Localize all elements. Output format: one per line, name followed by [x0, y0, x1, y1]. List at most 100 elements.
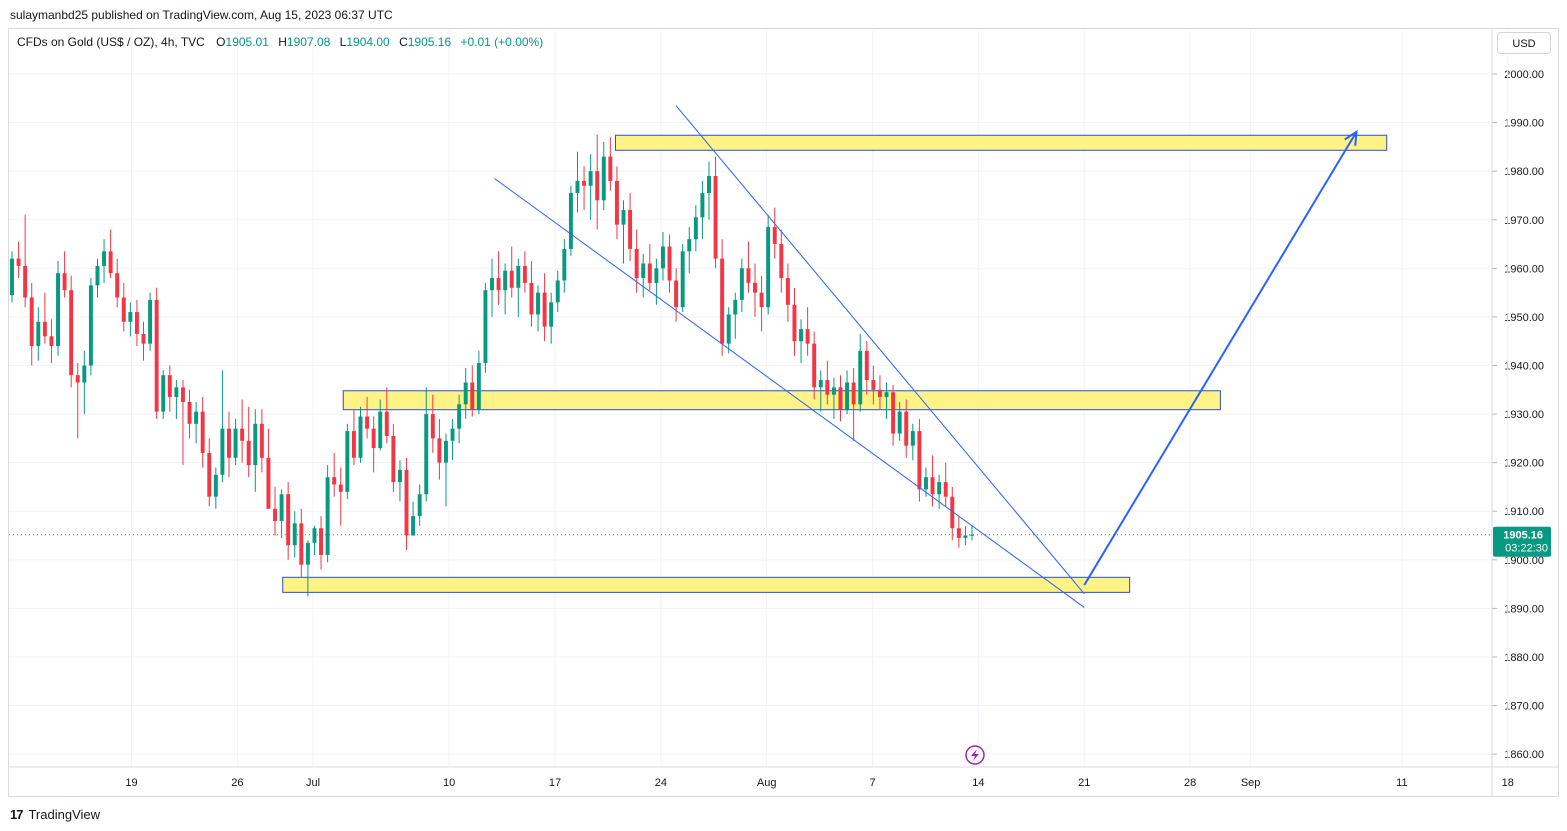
candle-body [536, 292, 540, 315]
candle-body [299, 523, 304, 565]
candle-body [641, 263, 646, 279]
lightning-icon[interactable] [965, 745, 985, 765]
x-tick-label: 21 [1078, 777, 1090, 789]
candle-body [134, 312, 139, 334]
candle-body [102, 251, 107, 266]
candle-body [161, 375, 166, 412]
y-tick-label: 1940.00 [1504, 361, 1544, 373]
currency-button[interactable]: USD [1497, 32, 1551, 54]
y-tick-label: 1920.00 [1504, 458, 1544, 470]
candle-body [785, 278, 790, 305]
close-label: C [399, 35, 408, 49]
trendline [675, 105, 1085, 595]
candle-body [628, 210, 633, 249]
low-value: 1904.00 [346, 35, 390, 49]
candle-body [194, 411, 199, 424]
candle-body [69, 290, 74, 376]
projection-arrow-line [1083, 131, 1358, 586]
candle-body [818, 380, 823, 388]
candle-body [812, 343, 817, 388]
candle-body [582, 180, 587, 186]
candle-body [384, 411, 389, 436]
candle-body [240, 428, 245, 441]
tradingview-logo-icon[interactable]: 17 [10, 806, 24, 822]
candle-body [753, 282, 757, 293]
candle-body [930, 477, 935, 495]
candle-body [141, 333, 146, 344]
candle-body [227, 428, 231, 458]
y-tick-label: 1970.00 [1504, 215, 1544, 227]
y-tick-label: 1870.00 [1504, 701, 1544, 713]
candle-body [23, 265, 28, 298]
candle-body [378, 411, 383, 449]
tradingview-brand[interactable]: TradingView [28, 806, 101, 822]
candle-body [693, 217, 698, 240]
candle-body [601, 156, 606, 201]
candle-body [490, 278, 494, 291]
candle-body [897, 411, 902, 434]
candle-body [279, 494, 284, 521]
last-price-label: 1905.16 [1503, 530, 1543, 542]
last-price-label-bg [1493, 526, 1551, 557]
candle-body [831, 387, 836, 395]
candle-body [674, 280, 679, 308]
x-tick-label: Sep [1241, 777, 1261, 789]
candle-body [825, 380, 830, 395]
candle-body [457, 404, 462, 429]
candle-body [970, 534, 974, 536]
symbol-name[interactable]: CFDs on Gold (US$ / OZ), 4h, TVC [17, 35, 205, 49]
x-tick-label: 7 [869, 777, 875, 789]
candle-body [509, 270, 514, 288]
candle-body [851, 382, 856, 405]
countdown-label: 03:22:30 [1505, 543, 1548, 555]
candle-body [766, 227, 771, 308]
candle-body [522, 265, 527, 283]
high-value: 1907.08 [286, 35, 331, 49]
candle-body [338, 484, 343, 492]
low-label: L [339, 35, 347, 49]
candle-body [180, 387, 185, 402]
candle-body [529, 282, 534, 315]
candle-body [371, 428, 376, 449]
candle-body [943, 482, 948, 497]
candle-body [200, 411, 205, 453]
candle-body [345, 431, 350, 492]
candle-body [95, 265, 100, 286]
x-tick-label: 14 [972, 777, 984, 789]
candle-body [220, 428, 225, 475]
candle-body [391, 435, 396, 483]
candle-body [864, 350, 869, 381]
candle-body [917, 431, 922, 490]
footer: 17 TradingView [10, 804, 100, 824]
y-tick-label: 1950.00 [1504, 312, 1544, 324]
candle-body [312, 528, 317, 543]
candle-body [187, 401, 192, 424]
candle-body [42, 321, 47, 337]
candle-body [799, 329, 804, 342]
candle-body [575, 180, 580, 194]
open-label: O [216, 35, 226, 49]
y-tick-label: 1890.00 [1504, 603, 1544, 615]
candle-body [746, 268, 751, 283]
candle-body [845, 382, 850, 410]
candle-body [707, 176, 711, 194]
candle-body [779, 244, 784, 279]
candle-body [700, 193, 705, 218]
candle-body [634, 248, 639, 279]
candle-body [660, 246, 665, 269]
candle-body [437, 438, 442, 463]
candle-body [148, 299, 153, 344]
candle-body [397, 469, 402, 483]
candle-body [286, 494, 291, 546]
candle-body [115, 273, 120, 298]
candle-body [10, 258, 14, 296]
candle-body [325, 477, 330, 555]
candle-body [963, 535, 968, 538]
candle-body [351, 431, 356, 458]
candle-body [305, 542, 310, 565]
candle-body [792, 304, 797, 342]
x-tick-label: 28 [1184, 777, 1196, 789]
candle-body [36, 321, 41, 347]
x-tick-label: 26 [231, 777, 243, 789]
